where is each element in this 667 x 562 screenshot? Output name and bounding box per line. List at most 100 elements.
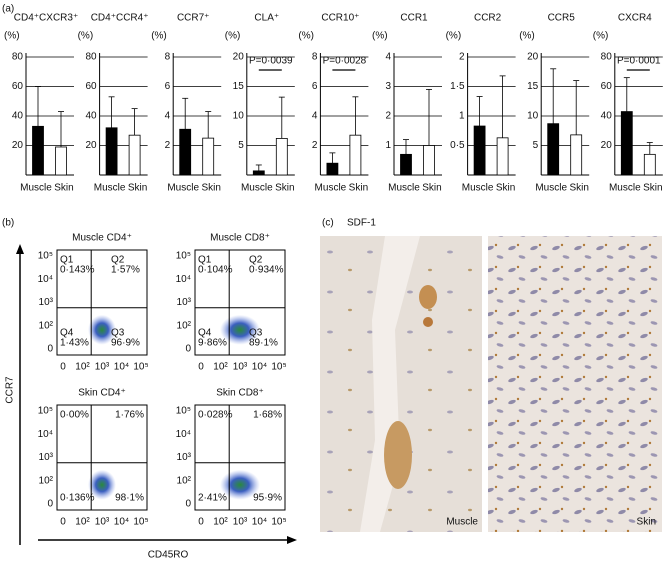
quadrant-value: 96·9% <box>111 338 140 349</box>
plot-title: Muscle CD4⁺ <box>72 233 132 244</box>
y-tick-label: 20 <box>233 52 245 63</box>
y-tick-label: 6 <box>312 81 318 92</box>
y-tick-label: 10⁴ <box>176 274 191 285</box>
y-tick-label: 10 <box>233 111 245 122</box>
x-tick-label: 10³ <box>233 517 248 528</box>
y-tick-label: 4 <box>385 52 391 63</box>
y-tick-label: 15 <box>233 81 245 92</box>
panel-label: (c) <box>322 218 334 229</box>
x-tick-label: Muscle <box>609 183 641 194</box>
bar <box>179 128 192 176</box>
x-tick-label: 10⁴ <box>252 517 267 528</box>
image-label: Skin <box>637 517 656 528</box>
quadrant-value: 9·86% <box>198 338 227 349</box>
quadrant-value: 98·1% <box>115 493 144 504</box>
y-axis-label: CCR7 <box>5 376 16 404</box>
plot-title: Muscle CD8⁺ <box>210 233 270 244</box>
y-unit: (%) <box>4 31 20 42</box>
x-tick-label: 10² <box>213 362 228 373</box>
bar <box>570 134 583 176</box>
y-tick-label: 5 <box>533 140 539 151</box>
flow-axes: CCR7 CD45RO <box>5 244 297 561</box>
y-tick-label: 5 <box>238 140 244 151</box>
y-tick-label: 80 <box>85 52 97 63</box>
x-tick-label: Muscle <box>241 183 273 194</box>
bar <box>473 125 486 176</box>
y-tick-label: 8 <box>312 52 318 63</box>
cell-cloud <box>220 314 260 345</box>
x-tick-label: 10⁴ <box>252 362 267 373</box>
cell-cloud <box>220 469 260 500</box>
y-tick-label: 10³ <box>177 452 192 463</box>
bar <box>202 137 215 176</box>
y-tick-label: 1 <box>459 111 465 122</box>
quadrant-value: 0·934% <box>249 265 284 276</box>
y-unit: (%) <box>225 31 241 42</box>
x-tick-label: Skin <box>54 183 73 194</box>
y-tick-label: 10⁵ <box>38 251 53 262</box>
y-tick-label: 4 <box>165 111 171 122</box>
quadrant-value: 2·41% <box>198 493 227 504</box>
chart-title: CCR2 <box>474 13 502 24</box>
panel-label: (b) <box>2 218 14 229</box>
x-tick-label: 0 <box>60 362 66 373</box>
y-tick-label: 80 <box>601 52 613 63</box>
chart-title: CXCR4 <box>618 13 652 24</box>
x-axis-label: CD45RO <box>148 550 189 561</box>
cell-cloud <box>88 314 116 345</box>
y-unit: (%) <box>372 31 388 42</box>
y-tick-label: 10⁴ <box>176 429 191 440</box>
y-tick-label: 2 <box>165 140 171 151</box>
x-tick-label: 0 <box>60 517 66 528</box>
quadrant-value: 1·68% <box>253 410 282 421</box>
bar <box>620 111 633 176</box>
bar <box>55 146 67 176</box>
x-tick-label: 0 <box>198 362 204 373</box>
y-tick-label: 0 <box>47 499 53 510</box>
x-tick-label: 10⁵ <box>133 362 148 373</box>
y-tick-label: 20 <box>12 140 24 151</box>
y-tick-label: 10⁵ <box>38 406 53 417</box>
bar <box>32 125 44 176</box>
y-tick-label: 1·5 <box>450 81 465 92</box>
y-tick-label: 10² <box>177 475 192 486</box>
quadrant-value: 95·9% <box>253 493 282 504</box>
quadrant-name: Q4 <box>198 328 212 339</box>
x-tick-label: 10⁵ <box>133 517 148 528</box>
quadrant-name: Q1 <box>60 255 74 266</box>
y-tick-label: 8 <box>165 52 171 63</box>
chart-title: CCR7⁺ <box>177 13 210 24</box>
bar <box>496 137 509 176</box>
quadrant-value: 1·76% <box>115 410 144 421</box>
x-tick-label: 10² <box>213 517 228 528</box>
x-tick-label: 0 <box>198 517 204 528</box>
y-tick-label: 15 <box>527 81 539 92</box>
y-tick-label: 6 <box>165 81 171 92</box>
x-tick-label: 10² <box>75 362 90 373</box>
x-tick-label: Skin <box>569 183 588 194</box>
x-tick-label: Skin <box>128 183 147 194</box>
y-tick-label: 80 <box>12 52 24 63</box>
bar <box>423 145 435 176</box>
quadrant-name: Q3 <box>111 328 125 339</box>
y-tick-label: 10 <box>527 111 539 122</box>
x-tick-label: Skin <box>496 183 515 194</box>
quadrant-name: Q4 <box>60 328 74 339</box>
image-label: Muscle <box>446 517 478 528</box>
chart-title: CD4⁺CCR4⁺ <box>91 13 149 24</box>
x-tick-label: 10³ <box>95 517 110 528</box>
y-tick-label: 10³ <box>39 297 54 308</box>
y-unit: (%) <box>593 31 609 42</box>
y-tick-label: 10² <box>177 320 192 331</box>
micrograph <box>488 236 662 532</box>
quadrant-name: Q3 <box>249 328 263 339</box>
y-tick-label: 60 <box>601 81 613 92</box>
y-unit: (%) <box>446 31 462 42</box>
quadrant-value: 0·143% <box>60 265 95 276</box>
chart-title: CCR5 <box>548 13 576 24</box>
x-tick-label: Muscle <box>167 183 199 194</box>
y-tick-label: 10² <box>39 475 54 486</box>
chart-title: CLA⁺ <box>254 13 279 24</box>
x-tick-label: Muscle <box>462 183 494 194</box>
annotation: P=0·0028 <box>323 56 367 67</box>
